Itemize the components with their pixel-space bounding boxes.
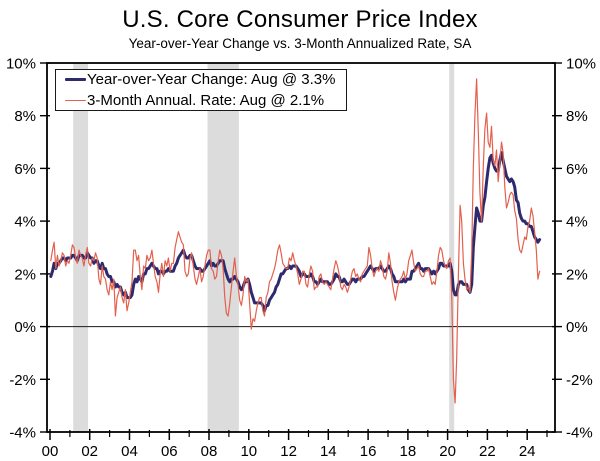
x-axis-label: 00 [42, 443, 59, 460]
y-axis-label-right: 6% [566, 161, 588, 178]
x-axis-label: 04 [121, 443, 138, 460]
legend-label-3m: 3-Month Annual. Rate: Aug @ 2.1% [87, 92, 325, 109]
y-axis-label-left: 6% [14, 161, 36, 178]
x-axis-label: 18 [400, 443, 417, 460]
y-axis-label-left: -4% [9, 425, 36, 442]
y-axis-label-left: 4% [14, 214, 36, 231]
x-axis-label: 20 [439, 443, 456, 460]
yoy-line-swatch [65, 77, 86, 82]
chart-title: U.S. Core Consumer Price Index [122, 6, 478, 33]
y-axis-label-left: 8% [14, 108, 36, 125]
legend-entry-yoy: Year-over-Year Change: Aug @ 3.3% [65, 69, 342, 90]
x-axis-label: 10 [240, 443, 257, 460]
y-axis-label-left: 2% [14, 266, 36, 283]
three-month-line-swatch [65, 99, 86, 102]
y-axis-label-left: 10% [6, 56, 36, 73]
x-axis-label: 06 [161, 443, 178, 460]
x-axis-label: 08 [201, 443, 218, 460]
x-axis-label: 12 [280, 443, 297, 460]
x-axis-label: 24 [519, 443, 536, 460]
y-axis-label-left: 0% [14, 319, 36, 336]
y-axis-label-right: 4% [566, 214, 588, 231]
y-axis-label-right: 0% [566, 319, 588, 336]
plot-frame [46, 62, 556, 433]
y-axis-label-left: -2% [9, 372, 36, 389]
legend-label-yoy: Year-over-Year Change: Aug @ 3.3% [87, 71, 336, 88]
x-axis-label: 16 [360, 443, 377, 460]
y-axis-label-right: 8% [566, 108, 588, 125]
series-line-annualized-3m [50, 78, 541, 404]
x-axis-label: 22 [479, 443, 496, 460]
chart-subtitle: Year-over-Year Change vs. 3-Month Annual… [128, 36, 472, 51]
recession-band [73, 63, 89, 432]
y-axis-label-right: -4% [566, 425, 593, 442]
y-axis-label-right: -2% [566, 372, 593, 389]
recession-band [207, 63, 239, 432]
legend: Year-over-Year Change: Aug @ 3.3% 3-Mont… [55, 69, 347, 111]
y-axis-label-right: 2% [566, 266, 588, 283]
x-axis-label: 14 [320, 443, 337, 460]
y-axis-label-right: 10% [566, 56, 596, 73]
recession-band [449, 63, 455, 432]
x-axis-label: 02 [81, 443, 98, 460]
legend-entry-3m: 3-Month Annual. Rate: Aug @ 2.1% [65, 90, 342, 111]
